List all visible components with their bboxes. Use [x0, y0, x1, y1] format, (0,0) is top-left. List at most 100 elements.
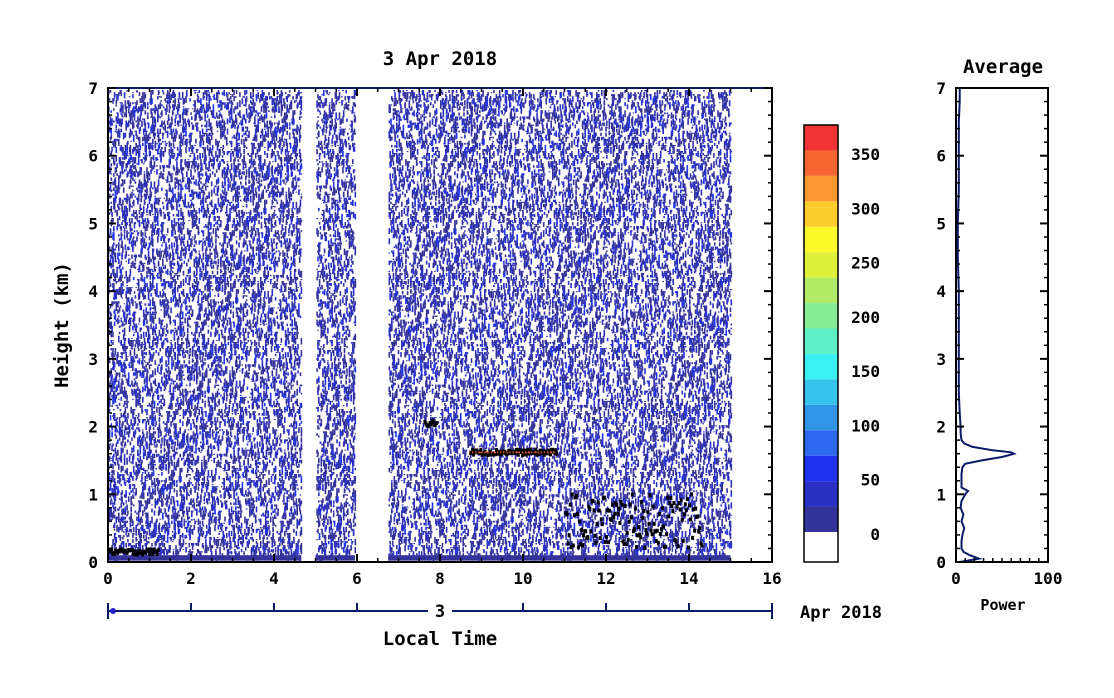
heatmap-cell — [185, 297, 187, 304]
heatmap-cell — [187, 350, 189, 354]
heatmap-cell — [204, 96, 206, 98]
heatmap-cell — [198, 281, 200, 285]
heatmap-cell — [112, 444, 114, 447]
heatmap-cell — [186, 305, 188, 310]
heatmap-cell — [171, 220, 173, 224]
heatmap-cell — [155, 350, 157, 353]
heatmap-cell — [168, 346, 170, 349]
heatmap-cell — [146, 470, 148, 472]
heatmap-cell — [160, 348, 162, 352]
heatmap-cell — [210, 149, 212, 151]
heatmap-cell — [174, 332, 176, 339]
heatmap-cell — [169, 492, 171, 499]
heatmap-cell — [153, 431, 155, 438]
heatmap-cell — [199, 232, 201, 233]
heatmap-cell — [174, 352, 176, 359]
heatmap-cell — [178, 316, 180, 318]
heatmap-cell — [200, 328, 202, 332]
heatmap-cell — [138, 511, 140, 518]
heatmap-cell — [114, 391, 116, 396]
heatmap-cell — [139, 291, 141, 295]
heatmap-cell — [117, 480, 119, 483]
heatmap-cell — [151, 509, 153, 513]
heatmap-cell — [147, 102, 149, 105]
heatmap-cell — [111, 405, 113, 407]
heatmap-cell — [174, 431, 176, 434]
heatmap-cell — [135, 395, 137, 399]
heatmap-cell — [119, 216, 121, 220]
heatmap-cell — [198, 295, 200, 299]
heatmap-cell — [115, 139, 117, 145]
heatmap-cell — [202, 507, 204, 511]
heatmap-cell — [210, 234, 212, 235]
heatmap-cell — [177, 171, 179, 175]
heatmap-cell — [133, 411, 135, 415]
heatmap-cell — [206, 531, 208, 536]
heatmap-cell — [164, 387, 166, 390]
heatmap-cell — [117, 458, 119, 460]
heatmap-cell — [135, 169, 137, 173]
heatmap-cell — [216, 169, 218, 173]
heatmap-cell — [113, 173, 115, 177]
heatmap-cell — [145, 157, 147, 161]
heatmap-cell — [116, 163, 118, 166]
heatmap-cell — [194, 368, 196, 371]
heatmap-cell — [199, 431, 201, 434]
heatmap-cell — [190, 305, 192, 310]
heatmap-cell — [125, 437, 127, 439]
heatmap-cell — [174, 523, 176, 529]
heatmap-cell — [113, 98, 115, 101]
heatmap-cell — [121, 454, 123, 461]
heatmap-cell — [207, 271, 209, 275]
heatmap-cell — [145, 257, 147, 261]
heatmap-cell — [152, 454, 154, 457]
heatmap-cell — [122, 108, 124, 113]
heatmap-cell — [117, 407, 119, 409]
heatmap-cell — [138, 232, 140, 233]
heatmap-cell — [145, 236, 147, 238]
heatmap-cell — [112, 539, 114, 546]
heatmap-cell — [185, 247, 187, 254]
heatmap-cell — [139, 151, 141, 157]
heatmap-cell — [129, 340, 131, 346]
heatmap-cell — [178, 121, 180, 127]
heatmap-cell — [159, 372, 161, 374]
heatmap-cell — [177, 397, 179, 402]
heatmap-cell — [143, 265, 145, 272]
heatmap-cell — [161, 322, 163, 326]
heatmap-cell — [191, 515, 193, 517]
heatmap-cell — [140, 198, 142, 203]
heatmap-cell — [146, 283, 148, 287]
heatmap-cell — [206, 125, 208, 128]
heatmap-cell — [155, 106, 157, 111]
heatmap-cell — [177, 500, 179, 506]
heatmap-cell — [146, 208, 148, 213]
heatmap-cell — [196, 478, 198, 480]
heatmap-cell — [183, 458, 185, 459]
heatmap-cell — [146, 527, 148, 529]
heatmap-cell — [188, 444, 190, 449]
heatmap-cell — [122, 200, 124, 206]
heatmap-cell — [137, 393, 139, 399]
heatmap-cell — [132, 476, 134, 481]
heatmap-cell — [127, 401, 129, 403]
heatmap-cell — [140, 167, 142, 172]
heatmap-cell — [127, 106, 129, 108]
heatmap-cell — [175, 186, 177, 188]
heatmap-cell — [122, 247, 124, 254]
heatmap-cell — [183, 374, 185, 376]
heatmap-cell — [198, 486, 200, 491]
heatmap-cell — [155, 267, 157, 268]
heatmap-cell — [121, 466, 123, 473]
heatmap-cell — [216, 364, 218, 367]
heatmap-cell — [163, 291, 165, 293]
heatmap-cell — [182, 212, 184, 214]
heatmap-cell — [211, 267, 213, 269]
heatmap-cell — [213, 208, 215, 215]
heatmap-cell — [125, 442, 127, 446]
heatmap-cell — [184, 364, 186, 368]
heatmap-cell — [119, 131, 121, 137]
heatmap-cell — [135, 415, 137, 416]
heatmap-cell — [160, 139, 162, 141]
heatmap-cell — [134, 324, 136, 328]
